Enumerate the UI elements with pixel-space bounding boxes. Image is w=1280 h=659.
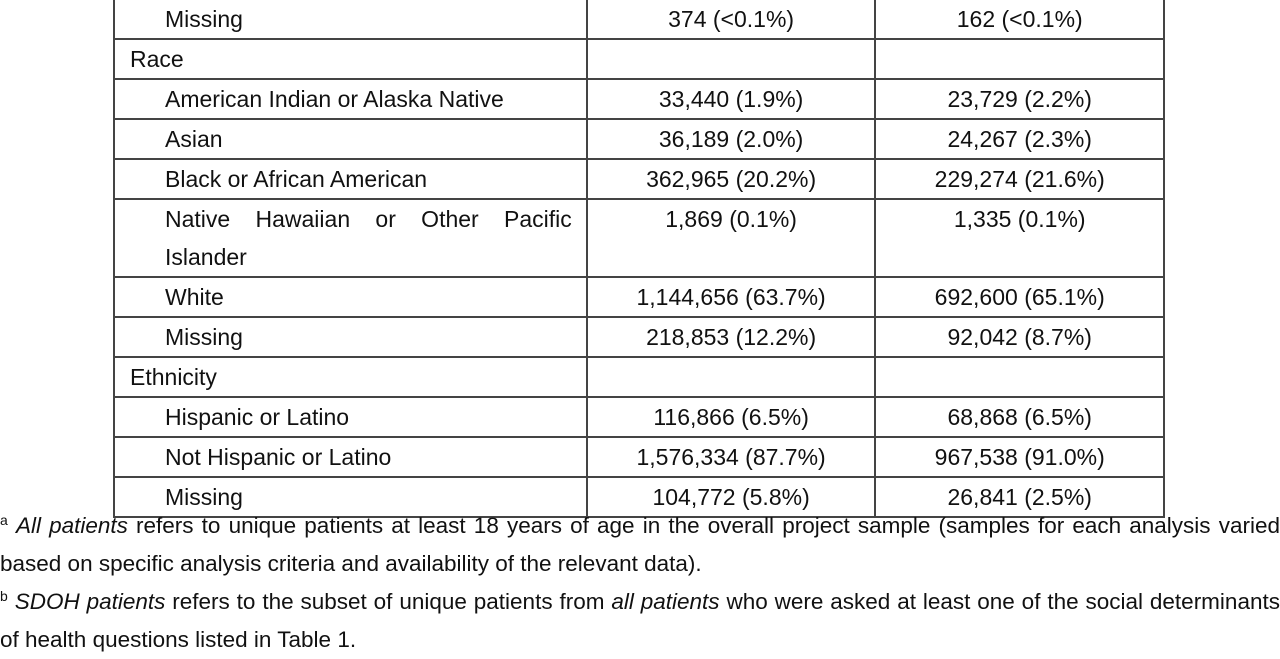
row-label: Missing xyxy=(113,316,588,358)
empty-cell xyxy=(585,38,877,80)
footnote: b SDOH patients refers to the subset of … xyxy=(0,583,1280,659)
cell-value: 1,144,656 (63.7%) xyxy=(585,276,877,318)
footnotes: a All patients refers to unique patients… xyxy=(0,507,1280,659)
table-row: Not Hispanic or Latino 1,576,334 (87.7%) 9… xyxy=(113,436,1165,478)
cell-value: 116,866 (6.5%) xyxy=(585,396,877,438)
footnote-term: All patients xyxy=(15,513,128,538)
table-row: Native Hawaiian or Other Pacific Islande… xyxy=(113,198,1165,278)
cell-value: 218,853 (12.2%) xyxy=(585,316,877,358)
section-title: Race xyxy=(113,38,588,80)
empty-cell xyxy=(585,356,877,398)
cell-value: 229,274 (21.6%) xyxy=(874,158,1165,200)
cell-value: 23,729 (2.2%) xyxy=(874,78,1165,120)
row-label: Missing xyxy=(113,0,588,40)
cell-value: 104,772 (5.8%) xyxy=(585,476,877,518)
empty-cell xyxy=(874,38,1165,80)
cell-value: 92,042 (8.7%) xyxy=(874,316,1165,358)
table-row: Black or African American 362,965 (20.2%)… xyxy=(113,158,1165,200)
footnote-text: refers to unique patients at least 18 ye… xyxy=(0,513,1280,576)
row-label: Asian xyxy=(113,118,588,160)
row-label: White xyxy=(113,276,588,318)
footnote-text: refers to the subset of unique patients … xyxy=(172,589,605,614)
demographics-table: Missing 374 (<0.1%) 162 (<0.1%) Race America… xyxy=(113,0,1165,518)
cell-value: 68,868 (6.5%) xyxy=(874,396,1165,438)
cell-value: 1,335 (0.1%) xyxy=(874,198,1165,278)
cell-value: 162 (<0.1%) xyxy=(874,0,1165,40)
row-label: Hispanic or Latino xyxy=(113,396,588,438)
cell-value: 24,267 (2.3%) xyxy=(874,118,1165,160)
cell-value: 374 (<0.1%) xyxy=(585,0,877,40)
row-label: Black or African American xyxy=(113,158,588,200)
cell-value: 362,965 (20.2%) xyxy=(585,158,877,200)
cell-value: 36,189 (2.0%) xyxy=(585,118,877,160)
footnote-marker: b xyxy=(0,588,8,604)
footnote-marker: a xyxy=(0,512,8,528)
table-row: Asian 36,189 (2.0%) 24,267 (2.3%) xyxy=(113,118,1165,160)
row-label: American Indian or Alaska Native xyxy=(113,78,588,120)
cell-value: 1,869 (0.1%) xyxy=(585,198,877,278)
footnote: a All patients refers to unique patients… xyxy=(0,507,1280,583)
cell-value: 967,538 (91.0%) xyxy=(874,436,1165,478)
cell-value: 33,440 (1.9%) xyxy=(585,78,877,120)
footnote-term: SDOH patients xyxy=(14,589,166,614)
section-row: Ethnicity xyxy=(113,356,1165,398)
table-row: Hispanic or Latino 116,866 (6.5%) 68,868 (… xyxy=(113,396,1165,438)
footnote-text: who were asked at least one of the socia… xyxy=(0,589,1280,652)
row-label: Missing xyxy=(113,476,588,518)
table-row: Missing 218,853 (12.2%) 92,042 (8.7%) xyxy=(113,316,1165,358)
empty-cell xyxy=(874,356,1165,398)
cell-value: 692,600 (65.1%) xyxy=(874,276,1165,318)
row-label: Native Hawaiian or Other Pacific Islande… xyxy=(113,198,588,278)
cell-value: 1,576,334 (87.7%) xyxy=(585,436,877,478)
row-label: Not Hispanic or Latino xyxy=(113,436,588,478)
table-row: White 1,144,656 (63.7%) 692,600 (65.1%) xyxy=(113,276,1165,318)
table-row: Missing 104,772 (5.8%) 26,841 (2.5%) xyxy=(113,476,1165,518)
cell-value: 26,841 (2.5%) xyxy=(874,476,1165,518)
section-title: Ethnicity xyxy=(113,356,588,398)
footnote-term: all patients xyxy=(611,589,720,614)
section-row: Race xyxy=(113,38,1165,80)
table-row: American Indian or Alaska Native 33,440 (… xyxy=(113,78,1165,120)
table-row: Missing 374 (<0.1%) 162 (<0.1%) xyxy=(113,0,1165,40)
